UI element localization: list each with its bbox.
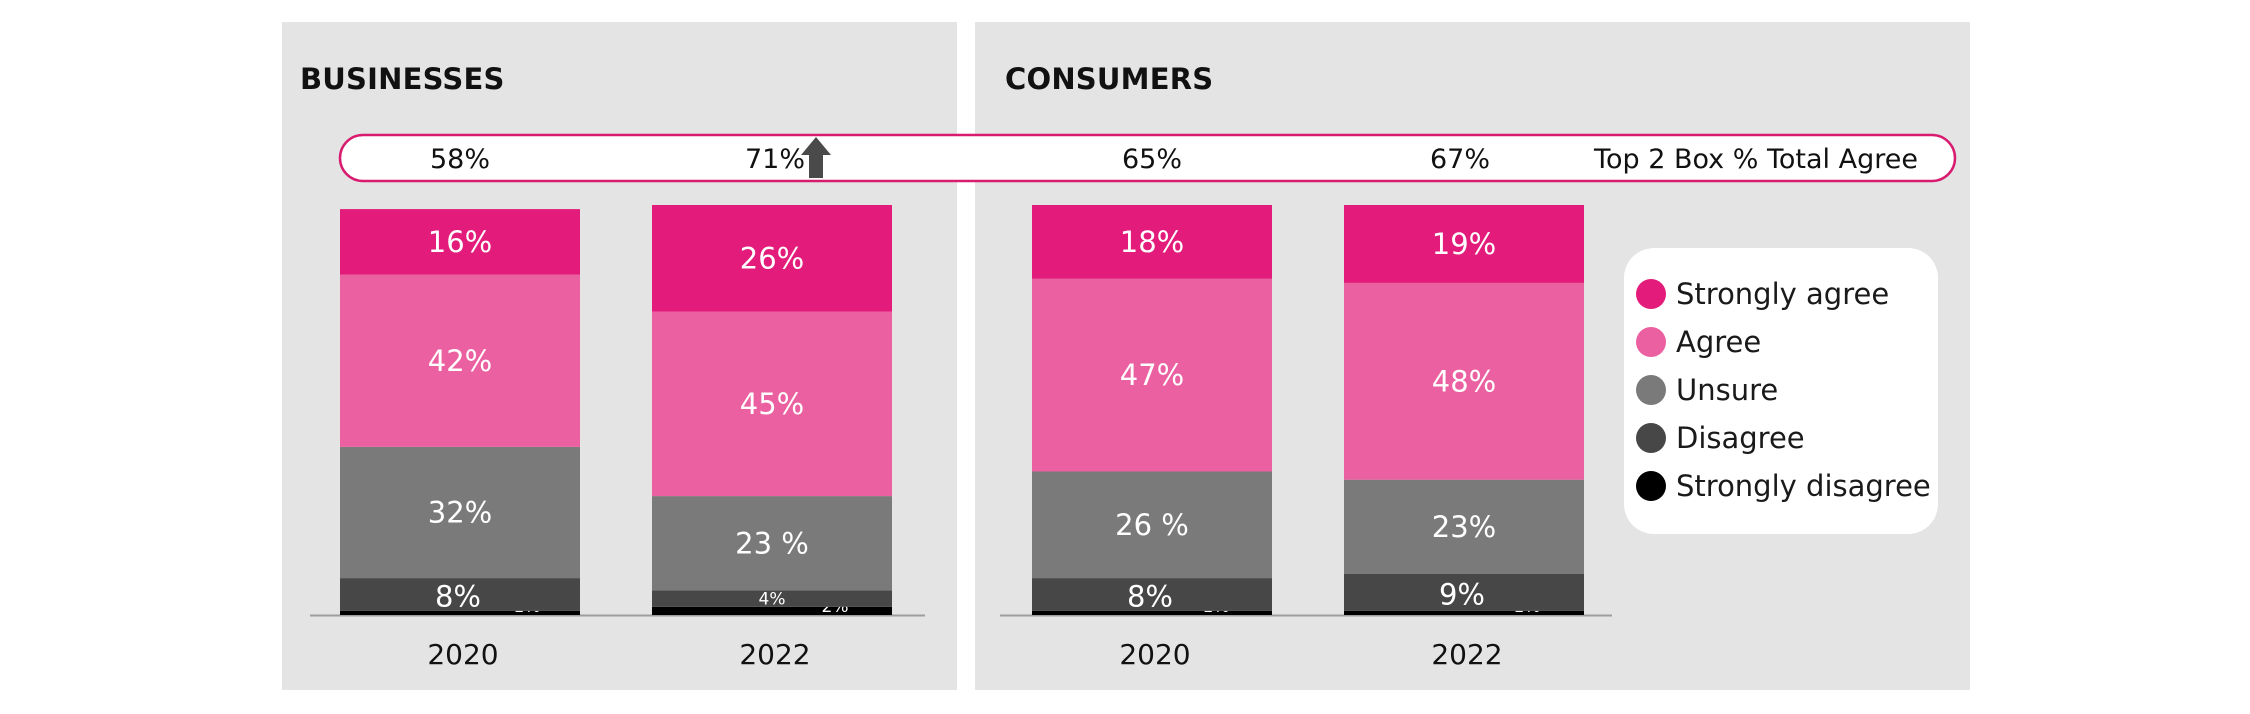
consumers-title: CONSUMERS [1005, 62, 1214, 96]
bar-businesses-2022-strongly-disagree [652, 606, 892, 615]
data-label-businesses-2020-agree: 42% [428, 344, 492, 378]
x-tick-label-businesses-2020: 2020 [427, 638, 498, 671]
legend-item-agree: Agree [1636, 324, 1761, 360]
bar-businesses-2020-strongly-disagree [340, 610, 580, 615]
legend-swatch-disagree [1636, 423, 1666, 453]
legend-swatch-unsure [1636, 375, 1666, 405]
legend-item-disagree: Disagree [1636, 420, 1805, 456]
data-label-businesses-2022-strongly-agree: 26% [740, 241, 804, 275]
bar-consumers-2020-unsure [1032, 471, 1272, 579]
bar-consumers-2022-unsure [1344, 479, 1584, 574]
bar-consumers-2022-strongly-agree [1344, 205, 1584, 283]
x-tick-label-consumers-2022: 2022 [1431, 638, 1502, 671]
data-label-consumers-2022-agree: 48% [1432, 364, 1496, 398]
legend-swatch-agree [1636, 327, 1666, 357]
bar-consumers-2020-strongly-agree [1032, 205, 1272, 279]
legend-item-strongly-disagree: Strongly disagree [1636, 468, 1931, 504]
legend-label-disagree: Disagree [1676, 421, 1805, 455]
businesses-title: BUSINESSES [300, 62, 505, 96]
top2-box-banner [338, 133, 1957, 183]
data-label-consumers-2020-disagree: 8% [1127, 580, 1173, 614]
bar-consumers-2022-agree [1344, 282, 1584, 480]
data-label-businesses-2022-agree: 45% [740, 387, 804, 421]
data-label-consumers-2022-strongly-agree: 19% [1432, 227, 1496, 261]
bar-businesses-2022-disagree [652, 590, 892, 607]
top2-box-value-3: 65% [1122, 144, 1182, 175]
data-label-consumers-2020-strongly-agree: 18% [1120, 225, 1184, 259]
bar-businesses-2020-unsure [340, 446, 580, 579]
bar-businesses-2020-agree [340, 274, 580, 447]
legend-swatch-strongly-agree [1636, 279, 1666, 309]
data-label-consumers-2022-disagree: 9% [1439, 577, 1485, 611]
legend-label-strongly-disagree: Strongly disagree [1676, 469, 1931, 503]
data-label-consumers-2020-agree: 47% [1120, 358, 1184, 392]
data-label-consumers-2022-unsure: 23% [1432, 510, 1496, 544]
legend-item-unsure: Unsure [1636, 372, 1778, 408]
top2-box-value-2: 71% [745, 144, 805, 175]
legend-label-unsure: Unsure [1676, 373, 1779, 407]
bar-businesses-2022-unsure [652, 496, 892, 591]
bar-businesses-2022-strongly-agree [652, 205, 892, 312]
data-label-businesses-2020-disagree: 8% [435, 580, 481, 614]
x-tick-label-businesses-2022: 2022 [739, 638, 810, 671]
legend: Strongly agree Agree Unsure Disagree Str… [1624, 248, 1938, 534]
bar-consumers-2020-strongly-disagree [1032, 610, 1272, 615]
bar-consumers-2022-disagree [1344, 574, 1584, 611]
up-arrow-icon [801, 137, 831, 178]
data-label-businesses-2022-unsure: 23 % [735, 526, 809, 560]
x-tick-label-consumers-2020: 2020 [1119, 638, 1190, 671]
data-label-consumers-2020-unsure: 26 % [1115, 508, 1189, 542]
top2-box-value-1: 58% [430, 144, 490, 175]
data-label-businesses-2020-unsure: 32% [428, 496, 492, 530]
legend-label-strongly-agree: Strongly agree [1676, 277, 1890, 311]
top2-box-value-4: 67% [1430, 144, 1490, 175]
data-label-businesses-2020-strongly-agree: 16% [428, 225, 492, 259]
bar-businesses-2022-agree [652, 311, 892, 497]
bar-businesses-2020-strongly-agree [340, 209, 580, 275]
bar-consumers-2020-agree [1032, 278, 1272, 472]
bar-consumers-2020-disagree [1032, 578, 1272, 611]
data-label-businesses-2022-disagree: 4% [759, 590, 786, 610]
bar-businesses-2020-disagree [340, 578, 580, 611]
legend-swatch-strongly-disagree [1636, 471, 1666, 501]
bar-consumers-2022-strongly-disagree [1344, 610, 1584, 615]
top2-box-label: Top 2 Box % Total Agree [1593, 144, 1918, 175]
legend-label-agree: Agree [1676, 325, 1762, 359]
legend-item-strongly-agree: Strongly agree [1636, 276, 1889, 312]
